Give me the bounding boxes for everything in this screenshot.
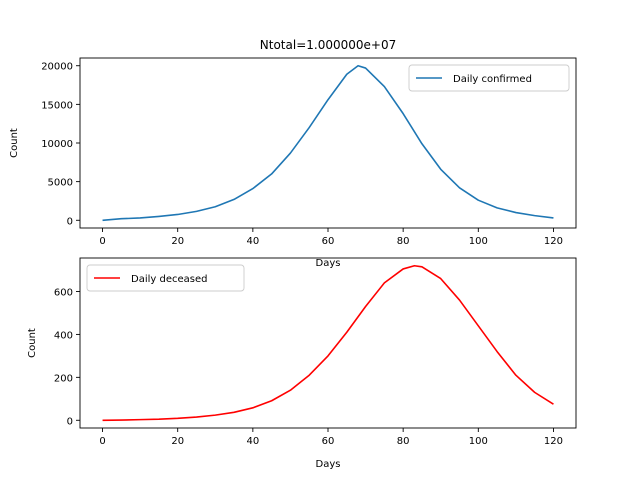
x-tick-label: 0 [99, 436, 105, 447]
legend-label: Daily confirmed [453, 74, 532, 85]
x-axis-label: Days [316, 459, 341, 470]
legend-box [86, 264, 245, 292]
series-line-daily-deceased [102, 264, 554, 422]
series-line-daily-confirmed [102, 64, 554, 222]
x-tick-label: 60 [322, 436, 335, 447]
x-tick-label: 120 [544, 436, 563, 447]
y-tick-label: 200 [54, 373, 73, 384]
x-tick-label: 120 [544, 236, 563, 247]
legend-box [408, 64, 570, 92]
figure-title: Ntotal=1.000000e+07 [260, 38, 396, 52]
y-tick-label: 0 [67, 216, 73, 227]
x-tick-label: 100 [469, 436, 488, 447]
x-tick-label: 0 [99, 236, 105, 247]
y-axis-label: Count [27, 328, 38, 358]
y-tick-label: 5000 [48, 178, 73, 189]
y-tick-label: 10000 [41, 139, 73, 150]
deceased-subplot: 0 20 40 60 80 100 120 0 200 400 600 Days Count Daily … [27, 257, 577, 470]
x-tick-label: 80 [397, 436, 410, 447]
x-tick-label: 20 [171, 436, 184, 447]
x-tick-label: 80 [397, 236, 410, 247]
x-tick-label: 40 [246, 236, 259, 247]
x-tick-label: 100 [469, 236, 488, 247]
y-tick-label: 15000 [41, 100, 73, 111]
y-tick-label: 0 [67, 416, 73, 427]
x-axis-label: Days [316, 258, 341, 269]
legend-label: Daily deceased [131, 274, 207, 285]
y-tick-label: 400 [54, 330, 73, 341]
y-tick-label: 600 [54, 287, 73, 298]
x-tick-label: 20 [171, 236, 184, 247]
x-tick-label: 40 [246, 436, 259, 447]
x-tick-label: 60 [322, 236, 335, 247]
y-axis-label: Count [9, 128, 20, 158]
confirmed-subplot: 0 20 40 60 80 100 120 0 5000 10000 15000 20000 Days C… [9, 57, 577, 269]
y-tick-label: 20000 [41, 62, 73, 73]
